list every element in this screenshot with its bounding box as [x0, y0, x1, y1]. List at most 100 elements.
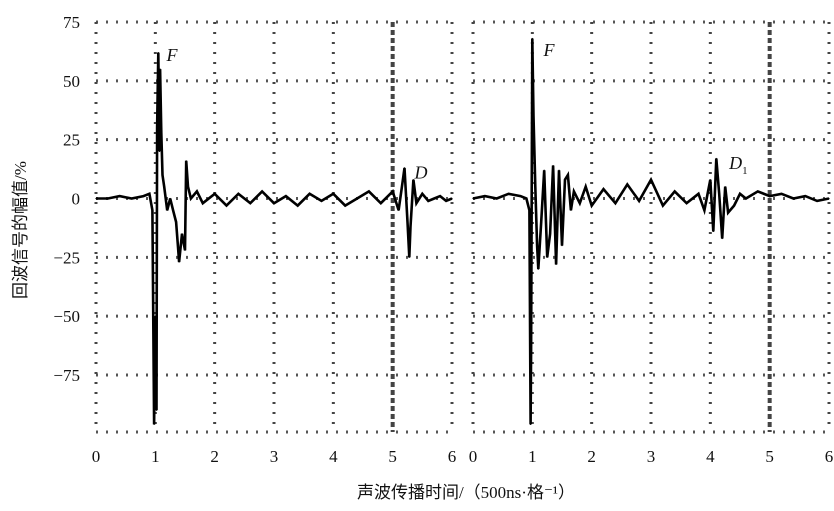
signal-point: [573, 190, 575, 193]
y-tick-label: −50: [53, 307, 80, 326]
signal-point: [496, 197, 498, 200]
signal-point: [285, 195, 287, 197]
y-tick-label: 25: [63, 131, 80, 150]
echo-signal-line: [96, 52, 453, 425]
signal-point: [158, 150, 161, 153]
signal-point: [398, 209, 400, 211]
signal-point: [445, 200, 447, 202]
peak-annotation: D: [413, 163, 427, 183]
signal-point: [153, 423, 155, 426]
signal-point: [202, 202, 204, 204]
signal-point: [185, 160, 187, 162]
signal-point: [519, 195, 522, 197]
signal-point: [184, 249, 186, 251]
signal-point: [686, 202, 688, 204]
x-tick-label: 0: [92, 447, 101, 466]
signal-point: [344, 204, 346, 207]
signal-point: [549, 233, 551, 235]
signal-point: [508, 193, 510, 195]
signal-point: [816, 200, 818, 202]
signal-point: [151, 209, 153, 211]
signal-point: [196, 190, 198, 193]
signal-point: [400, 188, 403, 190]
signal-point: [591, 204, 593, 207]
x-tick-label: 0: [469, 447, 478, 466]
signal-point: [709, 179, 711, 181]
x-tick-label: 3: [270, 447, 279, 466]
signal-point: [804, 195, 806, 197]
signal-point: [650, 179, 652, 181]
x-tick-label: 1: [151, 447, 160, 466]
x-tick-label: 2: [210, 447, 219, 466]
signal-point: [585, 186, 587, 188]
signal-point: [715, 157, 717, 160]
signal-point: [769, 195, 771, 197]
x-tick-label: 3: [647, 447, 656, 466]
signal-point: [540, 221, 542, 223]
signal-point: [161, 174, 164, 176]
peak-annotation: D1: [728, 153, 748, 177]
x-tick-label: 6: [825, 447, 834, 466]
signal-point: [525, 197, 528, 200]
signal-point: [537, 268, 539, 270]
signal-point: [724, 186, 726, 188]
signal-point: [169, 197, 171, 200]
x-axis-label: 声波传播时间/（500ns·格⁻¹）: [357, 483, 575, 502]
signal-point: [703, 209, 706, 211]
signal-point: [602, 188, 605, 190]
signal-point: [131, 197, 133, 200]
signal-point: [332, 193, 334, 195]
signal-point: [727, 212, 729, 214]
signal-point: [181, 233, 183, 235]
y-tick-label: −25: [53, 248, 80, 267]
signal-point: [531, 37, 533, 40]
x-tick-label: 1: [528, 447, 537, 466]
x-tick-label: 4: [706, 447, 715, 466]
signal-point: [163, 186, 165, 188]
signal-point: [614, 202, 617, 204]
signal-point: [718, 193, 720, 195]
signal-point: [626, 183, 628, 185]
x-tick-label: 5: [765, 447, 774, 466]
series-layer: [95, 37, 830, 426]
signal-point: [160, 132, 162, 134]
signal-point: [662, 204, 664, 207]
signal-point: [484, 195, 486, 197]
signal-point: [532, 115, 535, 117]
signal-point: [534, 186, 536, 188]
signal-point: [172, 209, 174, 211]
signal-point: [558, 169, 560, 171]
signal-point: [320, 200, 323, 202]
signal-point: [555, 263, 557, 265]
signal-point: [297, 204, 299, 207]
signal-point: [95, 197, 97, 200]
echo-signal-line: [472, 38, 830, 425]
signal-point: [674, 190, 676, 193]
signal-point: [564, 179, 566, 181]
signal-point: [148, 193, 150, 195]
signal-point: [792, 197, 795, 200]
signal-point: [697, 193, 700, 195]
signal-point: [356, 197, 358, 200]
signal-point: [408, 256, 410, 258]
signal-point: [159, 68, 161, 70]
signal-point: [166, 209, 168, 211]
signal-point: [177, 244, 179, 247]
x-tick-label: 4: [329, 447, 338, 466]
signal-point: [745, 197, 747, 200]
signal-point: [412, 179, 415, 181]
signal-point: [175, 221, 177, 223]
signal-point: [119, 195, 121, 197]
signal-point: [187, 186, 189, 188]
peak-annotation: F: [542, 40, 555, 60]
signal-point: [155, 409, 158, 411]
signal-point: [156, 127, 158, 129]
y-axis-label: 回波信号的幅值/%: [11, 161, 30, 299]
signal-point: [733, 204, 735, 207]
signal-point: [178, 261, 180, 263]
signal-point: [406, 221, 409, 223]
signal-point: [380, 202, 382, 204]
x-tick-label: 6: [448, 447, 457, 466]
